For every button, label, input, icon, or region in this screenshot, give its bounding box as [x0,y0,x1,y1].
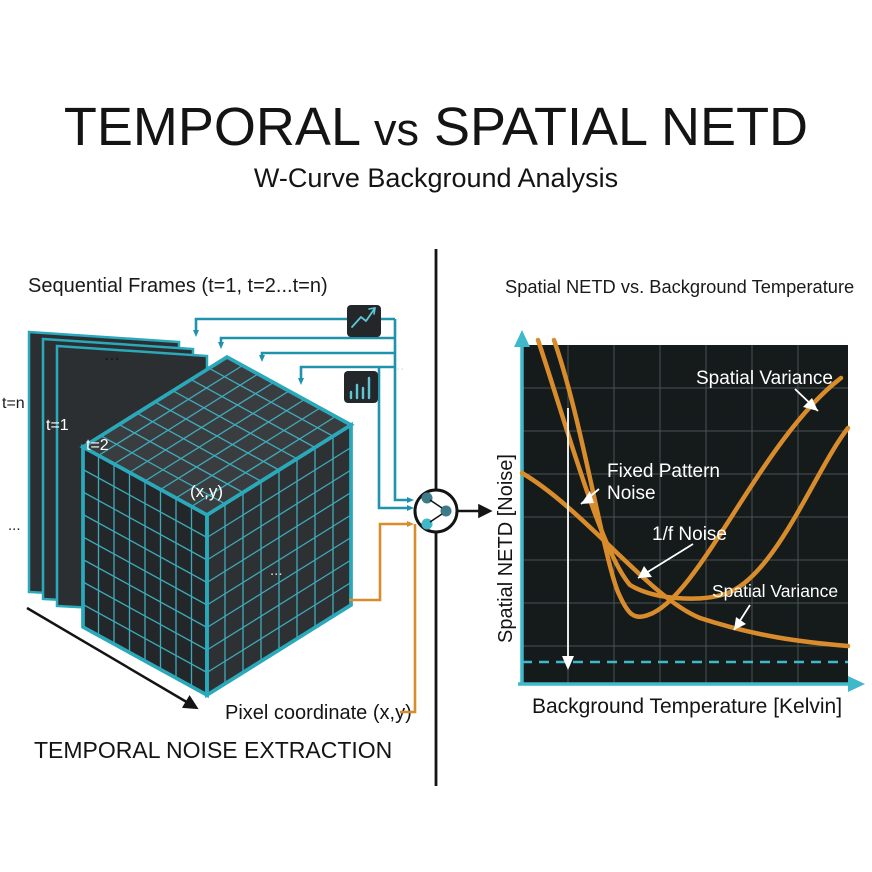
svg-text:Spatial Variance: Spatial Variance [712,581,838,601]
svg-text:...: ... [104,344,120,365]
svg-text:t=n: t=n [2,395,25,412]
svg-text:...: ... [8,517,21,534]
svg-text:...: ... [270,562,283,579]
svg-text:(x,y): (x,y) [190,482,223,501]
svg-text:TEMPORAL NOISE EXTRACTION: TEMPORAL NOISE EXTRACTION [34,737,392,763]
svg-text:1/f Noise: 1/f Noise [652,524,727,545]
svg-text:Fixed Pattern: Fixed Pattern [607,461,720,482]
svg-text:Pixel coordinate (x,y): Pixel coordinate (x,y) [225,702,412,724]
svg-text:t=2: t=2 [86,437,109,454]
svg-text:..: .. [396,357,404,374]
svg-text:t=1: t=1 [46,417,69,434]
svg-text:Spatial Variance: Spatial Variance [696,368,833,389]
svg-text:Noise: Noise [607,483,656,504]
